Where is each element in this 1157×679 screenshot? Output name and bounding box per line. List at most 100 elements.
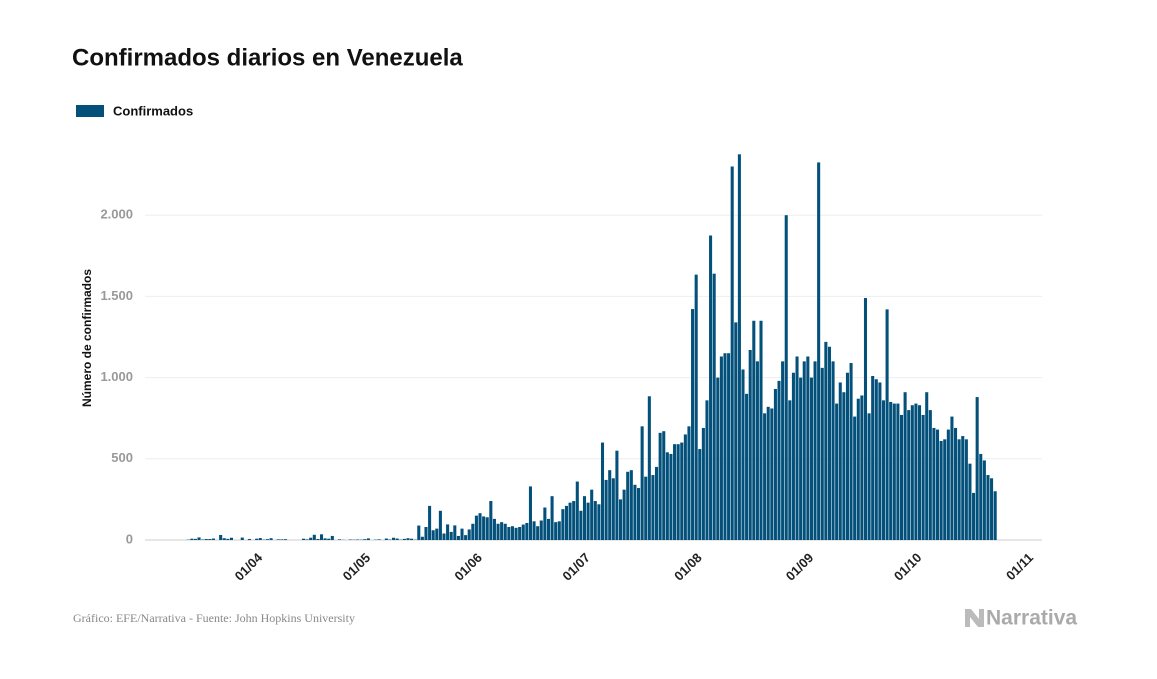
bar	[637, 488, 640, 540]
bar	[327, 539, 330, 540]
bar	[864, 298, 867, 540]
bar	[500, 522, 503, 540]
bar	[482, 516, 485, 540]
bar	[972, 493, 975, 540]
bar	[338, 539, 341, 540]
bar	[493, 519, 496, 540]
bar	[943, 439, 946, 540]
bar	[612, 478, 615, 540]
bar	[428, 506, 431, 540]
bar	[630, 470, 633, 540]
bar	[976, 397, 979, 540]
source-note: Gráfico: EFE/Narrativa - Fuente: John Ho…	[73, 611, 355, 625]
bar	[208, 539, 211, 540]
bar	[320, 534, 323, 540]
bar	[623, 490, 626, 540]
bar	[850, 363, 853, 540]
bar	[435, 529, 438, 540]
bar	[284, 539, 287, 540]
bar	[767, 407, 770, 540]
legend-swatch	[76, 105, 104, 117]
bar	[979, 454, 982, 540]
bar	[280, 539, 283, 540]
bar	[799, 378, 802, 540]
bar	[219, 535, 222, 540]
bar	[713, 274, 716, 540]
bar	[475, 516, 478, 540]
y-tick-label: 500	[111, 450, 133, 465]
bar	[619, 499, 622, 540]
bar	[417, 526, 420, 540]
bar	[889, 402, 892, 540]
bar	[781, 361, 784, 540]
bar	[190, 539, 193, 540]
bar	[457, 536, 460, 540]
brand-logo	[965, 609, 984, 627]
bar	[900, 415, 903, 540]
bar	[846, 373, 849, 540]
chart-title: Confirmados diarios en Venezuela	[72, 44, 463, 71]
bar	[702, 428, 705, 540]
bar	[551, 496, 554, 540]
bar	[774, 389, 777, 540]
y-tick-label: 1.000	[100, 369, 133, 384]
bar	[565, 506, 568, 540]
bar	[464, 535, 467, 540]
bar	[731, 166, 734, 540]
bar	[367, 538, 370, 540]
bar	[212, 539, 215, 540]
bar	[929, 410, 932, 540]
bar	[522, 525, 525, 540]
legend-label: Confirmados	[113, 103, 193, 118]
bar	[363, 539, 366, 540]
bar	[248, 539, 251, 540]
bar	[803, 361, 806, 540]
bar	[518, 527, 521, 540]
bar	[788, 400, 791, 540]
bar	[655, 467, 658, 540]
bar	[868, 413, 871, 540]
bar	[832, 361, 835, 540]
bar	[835, 404, 838, 540]
bar	[968, 464, 971, 540]
bar	[882, 400, 885, 540]
bar	[749, 350, 752, 540]
bar	[666, 452, 669, 540]
bar	[601, 443, 604, 540]
bar	[961, 436, 964, 540]
bar	[925, 392, 928, 540]
bar	[378, 539, 381, 540]
bar	[406, 538, 409, 540]
bar	[504, 524, 507, 540]
bar	[583, 496, 586, 540]
bar	[659, 433, 662, 540]
bar	[515, 528, 518, 540]
bar	[597, 504, 600, 540]
bar	[525, 523, 528, 540]
brand-name: Narrativa	[986, 607, 1077, 630]
x-tick-label: 01/09	[783, 550, 817, 584]
bar	[421, 537, 424, 540]
bar	[424, 527, 427, 540]
y-tick-label: 2.000	[100, 207, 133, 222]
bar	[940, 441, 943, 540]
bar	[878, 382, 881, 540]
bar	[594, 501, 597, 540]
bar	[853, 417, 856, 540]
bar	[716, 378, 719, 540]
bar	[403, 539, 406, 540]
bar	[633, 485, 636, 540]
x-tick-label: 01/11	[1003, 550, 1036, 583]
bar	[497, 524, 500, 540]
bar	[720, 356, 723, 540]
bar	[911, 405, 914, 540]
bar	[533, 521, 536, 540]
bar	[309, 538, 312, 540]
bar	[226, 539, 229, 540]
bar	[745, 394, 748, 540]
bar	[673, 444, 676, 540]
bar	[536, 526, 539, 540]
bar	[230, 538, 233, 540]
bar	[839, 382, 842, 540]
bar	[936, 430, 939, 540]
